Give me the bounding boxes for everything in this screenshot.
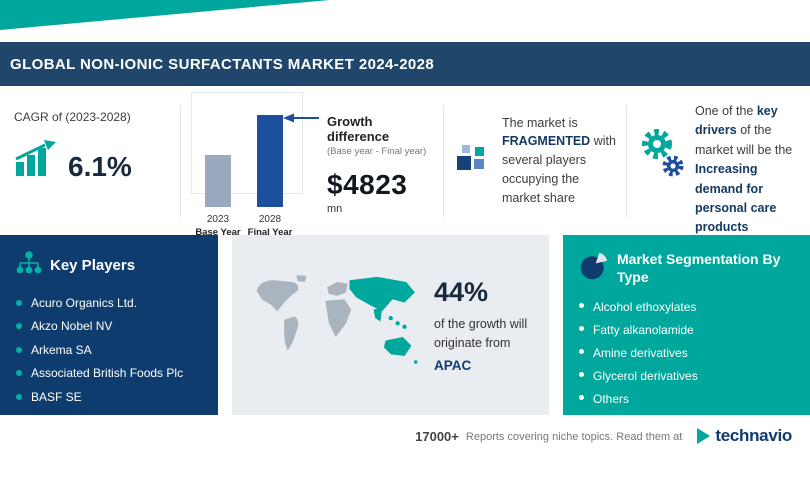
stats-row: CAGR of (2023-2028) 6.1% — [0, 86, 810, 238]
fragmented-section: The market is FRAGMENTED with several pl… — [444, 86, 626, 235]
divider — [443, 104, 444, 217]
gears-icon — [635, 102, 689, 235]
final-year-label: Final Year — [247, 227, 293, 238]
segmentation-panel: Market Segmentation By Type Alcohol etho… — [563, 235, 810, 415]
driver-pre: One of the — [695, 104, 757, 118]
base-year-label: Base Year — [195, 227, 241, 238]
list-item: Arkema SA — [16, 339, 206, 362]
technavio-triangle-icon — [697, 428, 711, 444]
base-year-bar — [205, 155, 231, 207]
footer-text: Reports covering niche topics. Read them… — [465, 431, 683, 443]
driver-mid: of the market will be the — [695, 123, 793, 157]
base-year-column: 2023 Base Year — [195, 96, 241, 238]
fragmented-text: The market is FRAGMENTED with several pl… — [502, 114, 618, 208]
bar-chart-frame — [191, 92, 303, 194]
fragmented-pre: The market is — [502, 115, 578, 130]
key-driver-text: One of the key drivers of the market wil… — [695, 102, 802, 235]
footer: 17000+ Reports covering niche topics. Re… — [0, 415, 810, 480]
apac-growth-value: 44% — [434, 277, 489, 308]
divider — [180, 104, 181, 217]
apac-growth-panel: 44% of the growth will originate from AP… — [232, 235, 549, 415]
pie-chart-icon — [579, 251, 609, 286]
apac-growth-text: of the growth will originate from — [434, 317, 528, 350]
growth-difference-value: $4823 — [327, 169, 408, 200]
world-map — [256, 275, 418, 364]
driver-bold-1: key drivers — [695, 104, 778, 138]
final-year-value: 2028 — [258, 214, 282, 225]
cagr-value: 6.1% — [68, 151, 132, 182]
list-item: Amine derivatives — [579, 342, 798, 365]
list-item: BASF SE — [16, 386, 206, 409]
final-year-column: 2028 Final Year — [247, 96, 293, 238]
squares-icon — [456, 140, 492, 181]
teal-accent-shape — [0, 0, 330, 30]
reports-count: 17000+ — [415, 429, 459, 444]
list-item: Glycerol derivatives — [579, 365, 798, 388]
key-players-list: Acuro Organics Ltd. Akzo Nobel NV Arkema… — [16, 292, 206, 409]
key-players-title: Key Players — [50, 257, 136, 274]
growth-difference-block: Growth difference (Base year - Final yea… — [293, 96, 437, 235]
list-item: Acuro Organics Ltd. — [16, 292, 206, 315]
org-chart-icon — [16, 251, 42, 280]
list-item: Associated British Foods Plc — [16, 362, 206, 385]
segmentation-title: Market Segmentation By Type — [617, 251, 781, 286]
technavio-wordmark: technavio — [715, 426, 792, 445]
apac-region-label: APAC — [434, 357, 472, 373]
top-strip — [0, 0, 810, 42]
driver-bold-2: Increasing demand for personal care prod… — [695, 162, 777, 235]
header-bar: GLOBAL NON-IONIC SURFACTANTS MARKET 2024… — [0, 42, 810, 86]
final-year-bar — [257, 115, 283, 207]
key-driver-section: One of the key drivers of the market wil… — [627, 86, 810, 235]
growth-section: 2023 Base Year 2028 Final Year Growth di… — [181, 86, 443, 238]
fragmented-post: with several players occupying the marke… — [502, 134, 616, 205]
bar-growth-icon — [14, 140, 58, 181]
panels-row: Key Players Acuro Organics Ltd. Akzo Nob… — [0, 235, 810, 415]
list-item: Akzo Nobel NV — [16, 315, 206, 338]
growth-difference-subtitle: (Base year - Final year) — [327, 146, 427, 157]
segmentation-list: Alcohol ethoxylates Fatty alkanolamide A… — [579, 296, 798, 410]
list-item: Alcohol ethoxylates — [579, 296, 798, 319]
fragmented-highlight: FRAGMENTED — [502, 134, 591, 149]
divider — [626, 104, 627, 217]
key-players-panel: Key Players Acuro Organics Ltd. Akzo Nob… — [0, 235, 218, 415]
technavio-logo: technavio — [697, 427, 792, 445]
cagr-label: CAGR of (2023-2028) — [14, 110, 131, 124]
cagr-section: CAGR of (2023-2028) 6.1% — [0, 86, 180, 235]
apac-growth-stats: 44% of the growth will originate from AP… — [434, 277, 537, 372]
page-title: GLOBAL NON-IONIC SURFACTANTS MARKET 2024… — [10, 55, 435, 73]
left-arrow-icon — [283, 113, 319, 123]
growth-difference-unit: mn — [327, 203, 343, 215]
list-item: Fatty alkanolamide — [579, 319, 798, 342]
base-final-bar-chart: 2023 Base Year 2028 Final Year — [195, 96, 293, 238]
growth-difference-title: Growth difference — [327, 114, 390, 144]
base-year-value: 2023 — [206, 214, 230, 225]
list-item: Others — [579, 388, 798, 411]
